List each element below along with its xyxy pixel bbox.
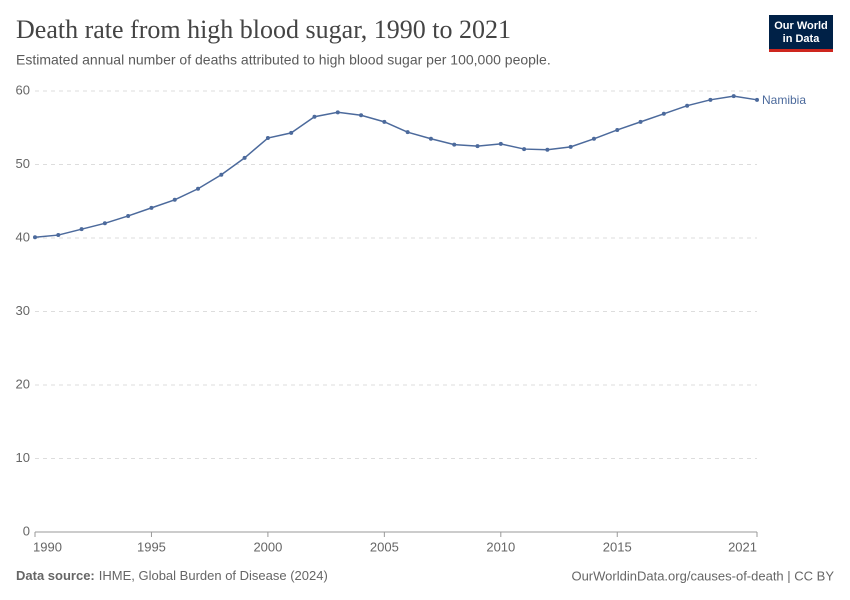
data-point [638,119,643,124]
data-point [335,110,340,115]
x-tick-label: 2005 [370,539,399,554]
data-point [33,235,37,240]
y-tick-label: 0 [23,523,30,538]
x-tick-label: 2021 [728,539,757,554]
data-point [708,97,713,102]
data-point [289,130,294,135]
y-tick-label: 50 [16,156,30,171]
data-point [731,94,736,99]
y-tick-label: 40 [16,229,30,244]
data-point [405,130,410,135]
data-point [615,127,620,132]
data-point [312,114,317,119]
legend-label: Namibia [762,93,806,107]
data-point [149,205,154,210]
data-point [755,97,759,102]
data-point [265,136,270,141]
y-tick-label: 60 [16,82,30,97]
logo-bar [769,49,833,52]
logo-box [769,15,833,52]
y-tick-label: 20 [16,376,30,391]
footer: Data source: IHME, Global Burden of Disea… [16,568,328,583]
data-point [242,155,247,160]
data-point [475,144,480,149]
x-tick-label: 2015 [603,539,632,554]
source: IHME, Global Burden of Disease (2024) [99,568,328,583]
data-point [79,227,84,232]
data-point [545,147,550,152]
y-tick-label: 10 [16,450,30,465]
data-point [498,141,503,146]
data-point [172,197,177,202]
data-point [219,172,224,177]
chart-subtitle: Estimated annual number of deaths attrib… [16,52,551,68]
data-point [102,221,107,226]
data-point [56,233,61,238]
x-tick-label: 1995 [137,539,166,554]
series-line [34,95,758,239]
data-point [685,103,690,108]
data-point [591,136,596,141]
data-point [568,144,573,149]
data-point [196,186,201,191]
chart-title: Death rate from high blood sugar, 1990 t… [16,15,511,44]
x-tick-label: 1990 [33,539,62,554]
data-point [382,119,387,124]
source-label: Data source: [16,568,95,583]
y-tick-label: 30 [16,303,30,318]
x-tick-label: 2010 [486,539,515,554]
data-point [661,111,666,116]
data-point [359,113,364,118]
x-tick-label: 2000 [253,539,282,554]
logo[interactable]: Our World in Data [769,15,833,52]
data-point [126,213,131,218]
license[interactable]: OurWorldinData.org/causes-of-death | CC … [571,568,834,583]
logo-text: Our World [774,20,828,32]
data-point [452,142,457,147]
data-point [428,136,433,141]
logo-text: in Data [783,33,821,45]
data-point [522,147,527,152]
